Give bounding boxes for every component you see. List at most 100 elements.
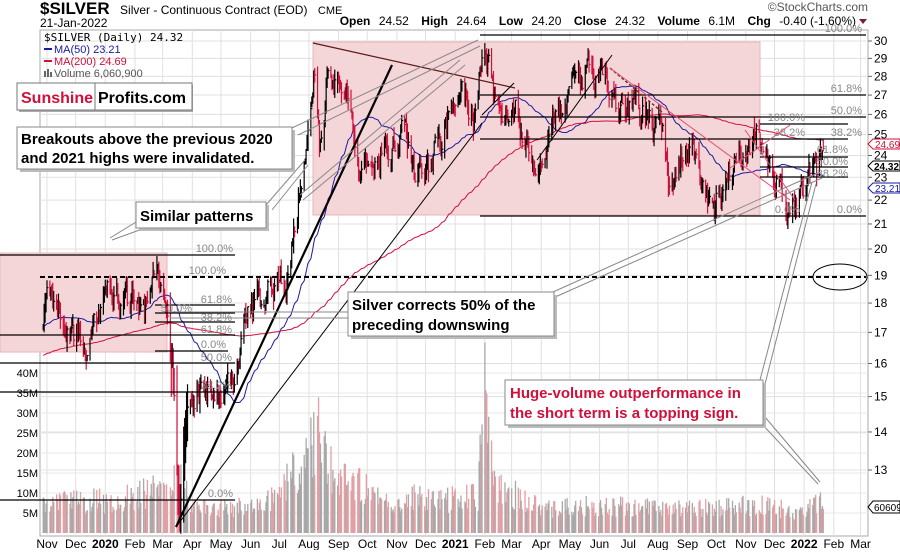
volume-bar bbox=[198, 504, 200, 533]
volume-bar bbox=[581, 514, 584, 533]
volume-bar bbox=[685, 507, 687, 533]
volume-bar bbox=[286, 463, 288, 533]
price-bar bbox=[454, 104, 457, 117]
volume-bar bbox=[551, 506, 553, 533]
volume-bar bbox=[511, 488, 513, 533]
volume-bar bbox=[152, 475, 154, 533]
volume-bar bbox=[517, 487, 520, 533]
x-tick-label: Oct bbox=[358, 537, 377, 550]
volume-bar bbox=[218, 517, 220, 533]
price-bar bbox=[728, 158, 732, 181]
volume-bar bbox=[567, 507, 569, 533]
volume-bar bbox=[505, 501, 507, 533]
x-tick-label: Nov bbox=[36, 537, 57, 550]
fib-label: 50.0% bbox=[201, 352, 232, 364]
volume-bar bbox=[545, 503, 547, 533]
volume-bar bbox=[720, 506, 722, 533]
price-bar bbox=[403, 114, 407, 132]
price-bar bbox=[320, 130, 323, 143]
volume-bar bbox=[224, 499, 226, 533]
down-arrow-icon bbox=[859, 19, 867, 24]
volume-bar bbox=[453, 491, 455, 533]
volume-bar bbox=[485, 390, 487, 533]
volume-bar bbox=[304, 467, 306, 533]
fib-label: 61.8% bbox=[201, 294, 232, 306]
price-bar bbox=[317, 109, 321, 126]
price-bar bbox=[166, 299, 169, 325]
price-bar bbox=[478, 71, 481, 100]
volume-bar bbox=[413, 484, 415, 533]
volume-bar bbox=[698, 501, 700, 533]
volume-bar bbox=[699, 499, 701, 533]
volume-bar bbox=[465, 502, 467, 533]
y-tick-label: 18 bbox=[874, 296, 888, 310]
volume-bar bbox=[592, 508, 594, 533]
volume-bar bbox=[226, 504, 228, 533]
volume-bar bbox=[719, 517, 721, 533]
volume-bar bbox=[807, 503, 809, 533]
x-tick-label: 2022 bbox=[791, 537, 818, 550]
volume-bar bbox=[633, 504, 635, 533]
volume-bar bbox=[560, 513, 563, 533]
volume-bar bbox=[206, 504, 208, 533]
volume-bar bbox=[158, 496, 160, 533]
fib-label: 100.0% bbox=[196, 243, 234, 255]
price-bar bbox=[180, 484, 183, 534]
price-bar bbox=[521, 131, 524, 149]
price-bar bbox=[501, 102, 504, 124]
volume-bar bbox=[691, 502, 693, 533]
volume-bar bbox=[365, 474, 368, 533]
y-tick-label: 26 bbox=[874, 107, 888, 121]
volume-bar bbox=[129, 503, 131, 533]
price-bar bbox=[789, 206, 792, 217]
volume-bar bbox=[431, 491, 433, 533]
volume-bar bbox=[104, 499, 107, 533]
volume-bar bbox=[767, 497, 769, 533]
volume-bar bbox=[352, 472, 354, 533]
price-bar bbox=[708, 186, 712, 204]
x-tick-label: Feb bbox=[125, 537, 146, 550]
volume-bar bbox=[44, 511, 46, 533]
volume-bar bbox=[257, 510, 259, 533]
volume-bar bbox=[421, 494, 423, 533]
volume-bar bbox=[673, 512, 675, 533]
volume-bar bbox=[460, 495, 462, 533]
volume-bar bbox=[239, 500, 241, 533]
volume-bar bbox=[109, 499, 111, 533]
volume-bar bbox=[156, 487, 158, 533]
volume-bar bbox=[564, 499, 566, 533]
volume-bar bbox=[635, 514, 637, 533]
price-bar bbox=[53, 290, 56, 312]
volume-bar bbox=[407, 494, 410, 533]
volume-bar bbox=[741, 497, 743, 533]
price-bar bbox=[46, 280, 49, 300]
legend: $SILVER (Daily) 24.32 MA(50) 23.21 MA(20… bbox=[44, 31, 183, 80]
volume-bar bbox=[372, 486, 374, 533]
volume-bar bbox=[137, 486, 139, 533]
volume-bar bbox=[273, 489, 276, 533]
volume-bar bbox=[813, 497, 815, 533]
volume-bar bbox=[591, 501, 593, 533]
volume-bar bbox=[762, 514, 764, 533]
volume-bar bbox=[739, 507, 741, 533]
y-tick-label: 16 bbox=[874, 356, 888, 370]
volume-bar bbox=[514, 480, 517, 533]
volume-bar bbox=[392, 509, 394, 533]
volume-bar bbox=[499, 490, 501, 533]
volume-bar bbox=[641, 506, 643, 533]
volume-bar bbox=[658, 506, 660, 533]
price-bar bbox=[374, 157, 377, 180]
logo-sunshine: Sunshine bbox=[21, 90, 93, 107]
volume-bar bbox=[260, 509, 262, 533]
volume-bar bbox=[271, 487, 273, 533]
volume-bar bbox=[652, 505, 654, 533]
fib-label: 0.0% bbox=[775, 204, 800, 216]
price-bar bbox=[474, 103, 477, 123]
price-bar bbox=[648, 100, 651, 124]
volume-bar bbox=[501, 503, 503, 533]
volume-bar bbox=[259, 499, 261, 533]
close-tag: 24.32 bbox=[874, 162, 899, 173]
y-tick-label: 30 bbox=[874, 34, 888, 48]
volume-bar bbox=[143, 490, 146, 533]
volume-bar bbox=[427, 489, 430, 533]
